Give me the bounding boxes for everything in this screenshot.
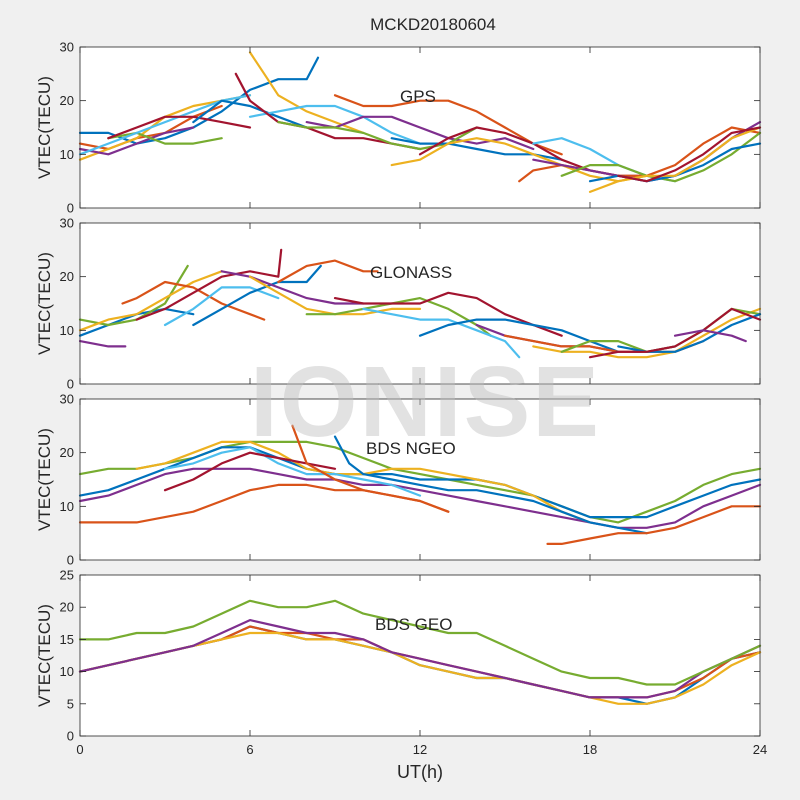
- y-axis-label: VTEC(TECU): [35, 252, 54, 355]
- series-line-8: [333, 435, 648, 535]
- series-line-1: [78, 104, 223, 151]
- series-line-3: [78, 270, 223, 332]
- x-tick-label: 6: [246, 742, 253, 757]
- panel-label: BDS NGEO: [366, 439, 456, 458]
- y-tick-label: 10: [60, 499, 74, 514]
- y-axis-label: VTEC(TECU): [35, 76, 54, 179]
- series-line-7: [291, 424, 450, 513]
- series-line-3: [78, 126, 195, 156]
- x-tick-label: 24: [753, 742, 767, 757]
- panel-label: GLONASS: [370, 263, 452, 282]
- series-line-22: [588, 126, 762, 193]
- figure-title: MCKD20180604: [370, 15, 496, 34]
- y-tick-label: 15: [60, 632, 74, 647]
- y-tick-label: 30: [60, 392, 74, 407]
- series-line-6: [107, 115, 252, 140]
- y-tick-label: 0: [67, 201, 74, 216]
- series-line-21: [673, 329, 747, 343]
- series-line-7: [192, 264, 322, 327]
- series-line-13: [362, 307, 521, 359]
- x-tick-label: 18: [583, 742, 597, 757]
- series-line-12: [305, 115, 535, 151]
- series-line-7: [192, 99, 308, 129]
- series-line-5: [135, 248, 283, 321]
- x-tick-label: 0: [76, 742, 83, 757]
- plot-area: [80, 575, 760, 736]
- series-line-9: [248, 104, 422, 145]
- series-line-23: [617, 126, 762, 183]
- series-line-9: [546, 505, 762, 546]
- series-line-14: [418, 318, 620, 353]
- series-line-4: [121, 280, 266, 321]
- y-tick-label: 10: [60, 147, 74, 162]
- series-line-12: [333, 291, 563, 337]
- series-line-9: [220, 270, 365, 305]
- y-tick-label: 20: [60, 600, 74, 615]
- panel-1: 0 10 20 30 VTEC(TECU) GLONASS: [35, 216, 762, 392]
- x-axis-label: UT(h): [397, 762, 443, 782]
- panel-label: GPS: [400, 87, 436, 106]
- y-tick-label: 20: [60, 93, 74, 108]
- y-tick-label: 25: [60, 568, 74, 583]
- y-tick-label: 20: [60, 269, 74, 284]
- series-line-10: [333, 94, 563, 156]
- panels: 0 10 20 30 VTEC(TECU) GPS 0 10 20 30 VTEC(TECU) GLO…: [35, 40, 767, 758]
- y-tick-label: 5: [67, 696, 74, 711]
- series-line-8: [248, 51, 365, 134]
- series-line-4: [107, 131, 223, 145]
- series-line-5: [163, 446, 422, 497]
- series-line-2: [78, 340, 127, 348]
- y-tick-label: 20: [60, 445, 74, 460]
- series-line-3: [78, 467, 762, 529]
- y-tick-label: 0: [67, 377, 74, 392]
- y-tick-label: 0: [67, 729, 74, 744]
- series-line-17: [532, 307, 762, 359]
- y-tick-label: 0: [67, 553, 74, 568]
- panel-label: BDS GEO: [375, 615, 452, 634]
- y-tick-label: 30: [60, 216, 74, 231]
- series-line-2: [78, 446, 762, 519]
- panel-0: 0 10 20 30 VTEC(TECU) GPS: [35, 40, 762, 216]
- series-line-18: [518, 126, 762, 183]
- series-line-20: [588, 307, 762, 359]
- series-line-6: [163, 286, 280, 327]
- y-tick-label: 10: [60, 323, 74, 338]
- series-line-3: [78, 618, 762, 699]
- series-line-11: [305, 297, 492, 337]
- y-tick-label: 10: [60, 664, 74, 679]
- panel-2: 0 10 20 30 VTEC(TECU) BDS NGEO: [35, 392, 762, 568]
- x-tick-label: 12: [413, 742, 427, 757]
- series-line-4: [78, 599, 762, 686]
- series-line-8: [277, 259, 379, 284]
- panel-3: 0 6 12 18 24 0 5 10 15 20 25 VTEC(TECU) BDS GEO: [35, 568, 767, 758]
- y-axis-label: VTEC(TECU): [35, 428, 54, 531]
- y-axis-label: VTEC(TECU): [35, 604, 54, 707]
- y-tick-label: 30: [60, 40, 74, 55]
